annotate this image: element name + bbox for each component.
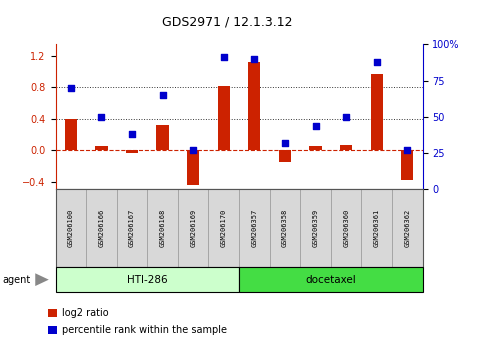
Point <box>189 147 197 153</box>
Bar <box>95 146 108 150</box>
Bar <box>65 119 77 150</box>
Text: GSM206166: GSM206166 <box>99 209 104 247</box>
Text: agent: agent <box>2 275 30 285</box>
Bar <box>248 62 260 150</box>
Bar <box>340 145 352 150</box>
Bar <box>370 74 383 150</box>
Point <box>312 123 319 129</box>
Text: GSM206357: GSM206357 <box>251 209 257 247</box>
Bar <box>401 150 413 180</box>
Point <box>98 114 105 120</box>
Text: GSM206358: GSM206358 <box>282 209 288 247</box>
Point <box>281 140 289 146</box>
Text: GSM206169: GSM206169 <box>190 209 196 247</box>
Text: GSM206361: GSM206361 <box>374 209 380 247</box>
Point <box>128 131 136 137</box>
Point <box>220 55 227 60</box>
Bar <box>218 86 230 150</box>
Text: GSM206360: GSM206360 <box>343 209 349 247</box>
Text: GSM206362: GSM206362 <box>404 209 411 247</box>
Text: GSM206100: GSM206100 <box>68 209 74 247</box>
Point <box>159 92 167 98</box>
Bar <box>310 146 322 150</box>
Text: percentile rank within the sample: percentile rank within the sample <box>62 325 227 335</box>
Text: GSM206168: GSM206168 <box>159 209 166 247</box>
Bar <box>156 125 169 150</box>
Text: GSM206170: GSM206170 <box>221 209 227 247</box>
Point <box>373 59 381 64</box>
Point <box>342 114 350 120</box>
Text: GSM206359: GSM206359 <box>313 209 319 247</box>
Bar <box>126 150 138 153</box>
Text: log2 ratio: log2 ratio <box>62 308 109 318</box>
Text: GDS2971 / 12.1.3.12: GDS2971 / 12.1.3.12 <box>162 16 292 29</box>
Point <box>67 85 75 91</box>
Text: docetaxel: docetaxel <box>305 275 356 285</box>
Text: GSM206167: GSM206167 <box>129 209 135 247</box>
Bar <box>187 150 199 185</box>
Text: HTI-286: HTI-286 <box>127 275 168 285</box>
Point <box>251 56 258 62</box>
Bar <box>279 150 291 162</box>
Point <box>403 147 411 153</box>
